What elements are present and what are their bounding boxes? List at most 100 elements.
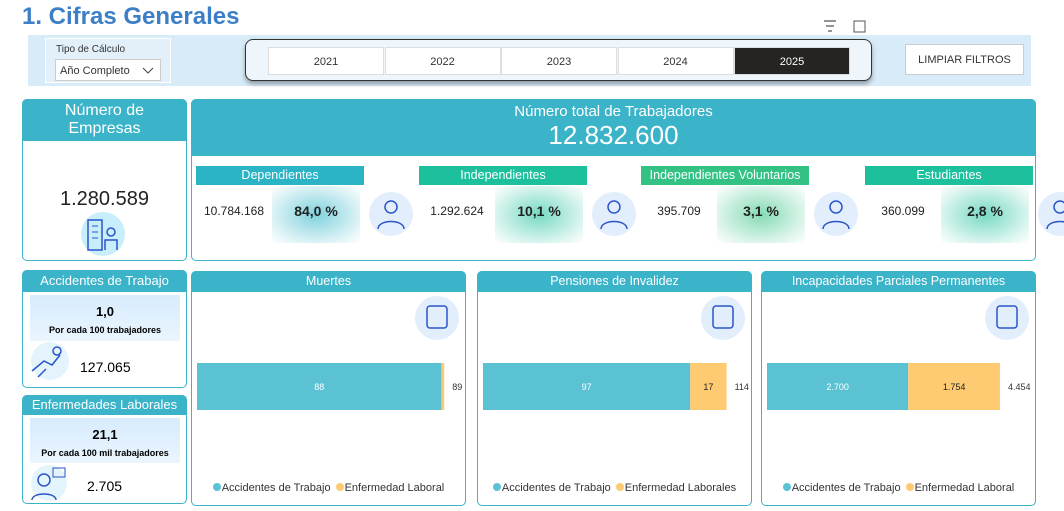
bar-segment [690,363,727,410]
chart-icon-shape [712,305,734,329]
icon-head [1053,200,1064,214]
icon-circle [814,192,858,236]
clear-button[interactable]: LIMPIAR FILTROS [905,44,1024,75]
group-count: 10.784.168 [203,204,265,218]
group-tab: Estudiantes [865,166,1033,185]
empresas-value: 1.280.589 [60,188,149,210]
chart-title: Muertes [191,271,466,292]
icon-head [607,200,621,214]
accidentes-count: 127.065 [80,359,131,375]
bar-segment [908,363,1000,410]
group-tab: Dependientes [196,166,364,185]
icon-body [822,220,850,230]
bar-label: 2.700 [826,382,849,392]
bar-segment [441,363,445,410]
legend-label: Enfermedad Laborales [624,482,737,494]
group-icon [592,192,636,236]
year-button[interactable]: 2024 [617,47,734,75]
legend: Accidentes de Trabajo Enfermedad Laborale… [477,482,752,494]
legend-dot [782,483,791,491]
icon-circle [592,192,636,236]
legend: Accidentes de Trabajo Enfermedad Laboral [191,482,466,494]
icon-body [1046,220,1064,230]
bar-total: 4.454 [1008,382,1031,392]
accidentes-title: Accidentes de Trabajo [22,270,187,292]
legend-dot [492,483,501,491]
accidentes-note: Por cada 100 trabajadores [48,325,162,335]
bar-segment [767,363,909,410]
chart: 2.700 1.754 4.454 [767,296,1031,410]
legend: Accidentes de Trabajo Enfermedad Laboral [761,482,1036,494]
group-tab: Independientes [419,166,587,185]
group-share: 3,1 % [717,186,805,243]
icon-circle [1038,192,1064,236]
trabajadores-value: 12.832.600 [548,120,679,150]
empresas-title: Número de Empresas [22,99,187,141]
legend-label: Accidentes de Trabajo [791,482,901,494]
empresas-card: Número de Empresas 1.280.589 [22,99,187,261]
icon-head [829,200,843,214]
accidentes-icon [31,342,69,380]
enfermedades-count: 2.705 [87,478,123,494]
group-icon [814,192,858,236]
calc-dropdown[interactable]: Año Completo [55,59,161,81]
dropdown-arrow [142,67,154,74]
page-title: 1. Cifras Generales [22,3,240,30]
group-count: 360.099 [881,204,925,218]
group-icon [369,192,413,236]
year-button[interactable]: 2022 [384,47,501,75]
chart-title: Incapacidades Parciales Permanentes [761,271,1036,292]
bar-label: 97 [582,382,592,392]
trabajadores-header: Número total de Trabajadores 12.832.600 [191,99,1036,156]
chart-icon-shape [996,305,1018,329]
group-count: 395.709 [657,204,701,218]
group-share: 2,8 % [941,186,1029,243]
chart-icon [985,296,1029,340]
chart-icon [701,296,745,340]
chart: 97 17 114 [483,296,749,410]
bar-segment [483,363,691,410]
chart: 88 89 [197,296,462,410]
enfermedades-rate-box: 21,1 Por cada 100 mil trabajadores [30,418,180,463]
header-icons[interactable] [822,18,872,36]
group-count: 1.292.624 [430,204,484,218]
bar-total: 114 [735,382,749,392]
icon-body [377,220,405,230]
group-share: 10,1 % [495,186,583,243]
bar-label: 1.754 [943,382,966,392]
chart-icon [415,296,459,340]
enfermedades-rate: 21,1 [92,427,118,442]
legend-label: Enfermedad Laboral [914,482,1015,494]
year-button[interactable]: 2023 [501,47,617,75]
group-tab: Independientes Voluntarios [641,166,809,185]
bar-total: 89 [452,382,462,392]
icon-circle [369,192,413,236]
legend-dot [615,483,624,491]
year-button[interactable]: 2021 [268,47,384,75]
icon-head [384,200,398,214]
accidentes-card: Accidentes de Trabajo 1,0 Por cada 100 t… [22,270,187,388]
enfermedades-icon [31,465,67,501]
calc-label: Tipo de Cálculo [56,44,126,55]
calc-value: Año Completo [60,65,130,77]
enfermedades-title: Enfermedades Laborales [22,395,187,415]
legend-label: Accidentes de Trabajo [501,482,611,494]
legend-label: Enfermedad Laboral [344,482,445,494]
bar-label: 17 [703,382,713,392]
bar-label: 88 [314,382,324,392]
enfermedades-note: Por cada 100 mil trabajadores [41,448,169,458]
group-icon [1038,192,1064,236]
legend-dot [335,483,344,491]
enfermedades-card: Enfermedades Laborales 21,1 Por cada 100… [22,395,187,504]
icon-body [600,220,628,230]
calc-filter: Tipo de Cálculo Año Completo [45,38,171,83]
legend-label: Accidentes de Trabajo [221,482,331,494]
chart-icon-shape [426,305,448,329]
legend-dot [212,483,221,491]
group-share: 84,0 % [272,186,360,243]
legend-dot [905,483,914,491]
year-button[interactable]: 2025 [734,47,850,75]
accidentes-rate: 1,0 [95,304,115,319]
accidentes-rate-box: 1,0 Por cada 100 trabajadores [30,295,180,341]
